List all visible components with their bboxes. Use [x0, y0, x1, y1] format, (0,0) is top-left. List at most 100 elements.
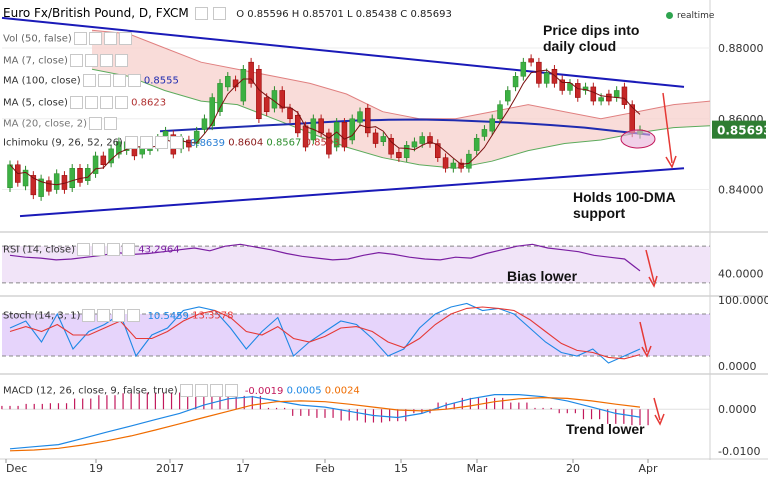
- legend-rsi[interactable]: RSI (14, close) 43.2964: [3, 243, 180, 256]
- chart-header: Euro Fx/British Pound, D, FXCM O 0.85596…: [3, 6, 452, 20]
- close-icon[interactable]: [127, 309, 141, 322]
- candle: [349, 118, 355, 141]
- stoch-k-value: 10.5459: [147, 310, 189, 322]
- candle: [528, 58, 534, 63]
- eye-icon[interactable]: [124, 136, 138, 149]
- eye-icon[interactable]: [82, 309, 96, 322]
- settings-icon[interactable]: [92, 243, 106, 256]
- plus-icon[interactable]: [99, 96, 113, 109]
- stoch-d-line: [9, 306, 641, 360]
- settings-icon[interactable]: [213, 7, 227, 20]
- legend-ma100[interactable]: MA (100, close) 0.8555: [3, 74, 179, 87]
- ichimoku-conversion-value: 0.8639: [190, 137, 226, 149]
- eye-icon[interactable]: [194, 7, 208, 20]
- close-icon[interactable]: [114, 96, 128, 109]
- candle: [582, 86, 589, 91]
- candle: [341, 122, 348, 148]
- candle: [271, 90, 278, 109]
- annotation-support: Holds 100-DMA support: [573, 189, 676, 221]
- realtime-badge: realtime: [666, 11, 714, 21]
- candle: [30, 175, 37, 196]
- candle: [598, 97, 604, 102]
- candle: [7, 164, 13, 189]
- stoch-arrow-head: [641, 345, 652, 358]
- candle: [372, 132, 379, 144]
- candle: [217, 83, 223, 112]
- close-icon[interactable]: [127, 74, 141, 87]
- candle: [419, 136, 425, 144]
- eye-icon[interactable]: [73, 32, 87, 45]
- candle: [100, 155, 107, 166]
- close-icon[interactable]: [169, 136, 183, 149]
- eye-icon[interactable]: [69, 96, 83, 109]
- rsi-arrow-head: [648, 275, 658, 288]
- settings-icon[interactable]: [97, 309, 111, 322]
- upper-trendline: [1, 16, 685, 88]
- candle: [388, 137, 394, 155]
- settings-icon[interactable]: [88, 32, 102, 45]
- candle: [520, 61, 527, 77]
- time-tick-label: 19: [89, 462, 103, 475]
- legend-ma-hidden[interactable]: MA (20, close, 2): [3, 117, 118, 130]
- candle: [263, 97, 270, 112]
- candle: [38, 178, 44, 197]
- candle: [77, 168, 83, 183]
- rsi-value: 43.2964: [138, 244, 180, 256]
- legend-vol[interactable]: Vol (50, false): [3, 32, 132, 45]
- settings-icon[interactable]: [139, 136, 153, 149]
- candle: [497, 104, 503, 120]
- candle: [209, 97, 215, 127]
- candle: [357, 111, 363, 123]
- legend-macd[interactable]: MACD (12, 26, close, 9, false, true) -0.…: [3, 384, 360, 397]
- time-tick-label: Dec: [6, 462, 27, 475]
- candle: [606, 93, 612, 102]
- candle: [295, 114, 301, 134]
- legend-stoch-label: Stoch (14, 3, 1): [3, 310, 81, 322]
- eye-icon[interactable]: [89, 117, 103, 130]
- candle: [450, 162, 457, 169]
- time-tick-label: 15: [394, 462, 408, 475]
- plus-icon[interactable]: [103, 32, 117, 45]
- legend-ma5[interactable]: MA (5, close) 0.8623: [3, 96, 166, 109]
- legend-ma7[interactable]: MA (7, close): [3, 54, 128, 67]
- eye-icon[interactable]: [69, 54, 83, 67]
- close-icon[interactable]: [122, 243, 136, 256]
- settings-icon[interactable]: [104, 117, 118, 130]
- legend-ichimoku[interactable]: Ichimoku (9, 26, 52, 26) 0.8639 0.8604 0…: [3, 136, 340, 149]
- candle: [458, 162, 464, 169]
- plus-icon[interactable]: [154, 136, 168, 149]
- candle: [318, 118, 324, 134]
- settings-icon[interactable]: [84, 96, 98, 109]
- candle: [287, 107, 293, 120]
- symbol-title[interactable]: Euro Fx/British Pound, D, FXCM: [3, 6, 189, 20]
- settings-icon[interactable]: [194, 384, 208, 397]
- time-tick-label: Feb: [315, 462, 334, 475]
- plus-icon[interactable]: [112, 74, 126, 87]
- eye-icon[interactable]: [179, 384, 193, 397]
- candle: [248, 61, 254, 84]
- macd-axis-low: -0.0100: [718, 445, 760, 458]
- close-icon[interactable]: [224, 384, 238, 397]
- legend-stoch[interactable]: Stoch (14, 3, 1) 10.5459 13.3578: [3, 309, 233, 322]
- rsi-axis-label: 40.0000: [718, 268, 764, 281]
- eye-icon[interactable]: [82, 74, 96, 87]
- candle: [575, 83, 581, 98]
- macd-signal-value: 0.0024: [324, 385, 360, 397]
- last-price-tag: [712, 120, 766, 139]
- stoch-arrow: [639, 321, 648, 353]
- price-tick-label: 0.88000: [718, 42, 764, 55]
- ichimoku-base-value: 0.8604: [228, 137, 264, 149]
- plus-icon[interactable]: [209, 384, 223, 397]
- plus-icon[interactable]: [99, 54, 113, 67]
- candle: [473, 137, 480, 151]
- close-icon[interactable]: [114, 54, 128, 67]
- settings-icon[interactable]: [97, 74, 111, 87]
- candle: [186, 139, 192, 148]
- plus-icon[interactable]: [112, 309, 126, 322]
- plus-icon[interactable]: [107, 243, 121, 256]
- highlight-ellipse: [620, 129, 656, 149]
- settings-icon[interactable]: [84, 54, 98, 67]
- close-icon[interactable]: [118, 32, 132, 45]
- eye-icon[interactable]: [77, 243, 91, 256]
